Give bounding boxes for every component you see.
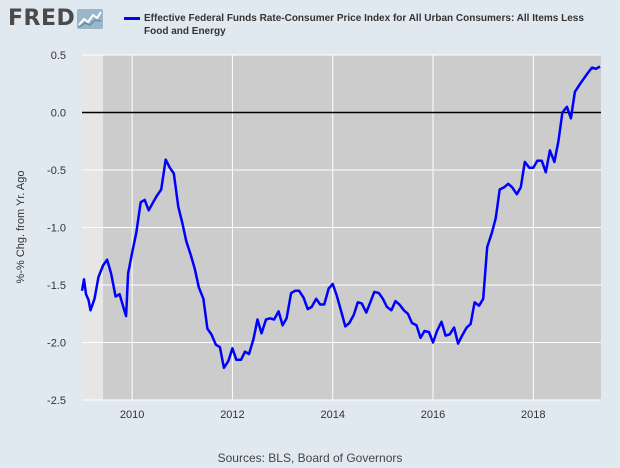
y-tick-label-2: -0.5 <box>47 165 66 177</box>
series-line-0 <box>80 65 601 370</box>
x-tick-label-2: 2014 <box>320 409 344 421</box>
y-tick-label-3: -1.0 <box>47 223 66 235</box>
legend-swatch <box>124 17 140 20</box>
y-tick-label-6: -2.5 <box>47 395 66 407</box>
y-tick-label-4: -1.5 <box>47 280 66 292</box>
source-note: Sources: BLS, Board of Governors <box>217 451 403 465</box>
y-axis-title: %-% Chg. from Yr. Ago <box>15 171 27 284</box>
y-tick-label-1: 0.0 <box>51 108 66 120</box>
x-tick-label-1: 2012 <box>220 409 244 421</box>
fred-logo[interactable]: FRED <box>8 6 104 31</box>
x-tick-label-4: 2018 <box>521 409 545 421</box>
chart-legend: Effective Federal Funds Rate-Consumer Pr… <box>124 12 594 38</box>
line-chart-icon <box>77 8 104 29</box>
plot-area: 0.5 0.0 -0.5 -1.0 -1.5 -2.0 -2.5 2010 2012 2014 20… <box>47 50 601 421</box>
y-tick-label-0: 0.5 <box>51 50 66 62</box>
legend-entry: Effective Federal Funds Rate-Consumer Pr… <box>144 13 584 37</box>
x-tick-label-3: 2016 <box>421 409 445 421</box>
y-tick-label-5: -2.0 <box>47 338 66 350</box>
x-tick-label-0: 2010 <box>120 409 144 421</box>
fred-logo-text: FRED <box>8 6 76 31</box>
